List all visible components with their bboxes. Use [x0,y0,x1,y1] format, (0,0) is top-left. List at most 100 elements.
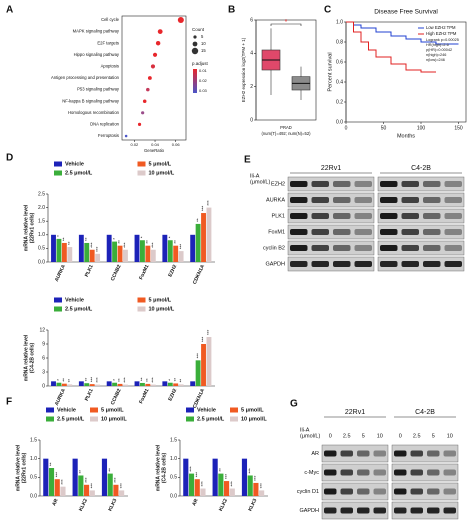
significance: *** [195,353,200,359]
blot-band [324,488,337,495]
dot [155,40,161,46]
significance: * [167,236,172,238]
protein-label: AR [311,451,319,457]
significance: ** [107,468,112,472]
y-tick-label: 6 [250,17,253,23]
x-tick-label: 0.04 [151,142,160,147]
bar [56,238,62,262]
panel-label: G [290,399,298,410]
bar [150,249,156,262]
blot-band [333,261,351,267]
blot-band [401,181,419,187]
significance: *** [60,479,65,485]
blot-band [333,229,351,235]
legend-swatch [230,407,238,413]
legend-label: Vehicle [57,407,76,413]
significance: *** [259,483,264,489]
blot-band [373,469,386,476]
significance: *** [206,329,211,335]
bar [134,234,140,262]
bar [195,223,201,262]
category-label: Apoptosis [101,64,119,69]
blot-band [380,229,398,235]
dot [157,29,163,34]
y-tick-label: 0.6 [336,59,343,65]
blot-band [394,488,407,495]
significance: * [112,379,117,381]
blot-band [311,197,329,203]
y-tick-label: 0.5 [30,475,37,481]
significance: ** [78,470,83,474]
blot-band [354,213,372,219]
bar [253,482,259,496]
bar [201,213,206,262]
protein-label: GAPDH [265,261,285,267]
color-bar [193,69,197,93]
bar [107,473,113,496]
x-tick-label: FoxM1 [138,264,150,281]
blot-strip [377,240,465,256]
survival-curve [346,21,436,73]
protein-label: FoxM1 [268,229,285,235]
survival-curve [346,21,459,45]
y-tick-label: 0 [250,117,253,123]
category-label: NF-kappa B signaling pathway [62,98,120,103]
blot-band [311,229,329,235]
bar [117,383,123,386]
x-tick-label: CDKN1A [192,264,206,286]
legend-dot [191,47,199,55]
y-tick-label: 0.0 [38,259,45,265]
y-tick-label: 1.0 [170,456,177,462]
bar [224,481,230,496]
blot-band [290,245,308,251]
x-axis-label: (num(T)=492; num(N)=52) [261,131,311,136]
bar [190,381,196,386]
y-axis-label: (22Rv1 cells) [29,212,35,243]
cell-line-label: 22Rv1 [321,165,341,172]
blot-band [354,245,372,251]
blot-band [401,245,419,251]
legend-label: 15 [201,48,206,53]
significance: *** [189,466,194,472]
blot-band [427,507,440,514]
stat-label: p(HR)=0.00042 [426,48,452,52]
blot-band [443,488,456,495]
bar [113,484,119,496]
y-axis-label: mRNA relative level [23,204,29,251]
legend-label: Vehicle [197,407,216,413]
blot-strip [391,501,459,520]
bar [173,383,179,386]
legend-swatch [54,161,62,167]
bar [139,240,145,262]
bar [167,382,173,386]
legend-swatch [230,416,238,422]
bar [89,384,95,386]
bar [84,484,90,496]
category-label: Cell cycle [101,17,120,22]
y-tick-label: 0.0 [336,119,343,125]
significance: *** [150,242,155,248]
x-tick-label: KLK2 [218,498,229,513]
dose-label: 10 [377,433,383,439]
significance: *** [200,481,205,487]
y-tick-label: 0.5 [170,475,177,481]
blot-band [311,245,329,251]
y-tick-label: 0.0 [170,493,177,499]
blot-band [427,469,440,476]
dot [177,16,184,24]
blot-strip [391,482,459,501]
category-label: Homologous recombination [68,110,120,115]
legend-label: 2.5 μmol/L [57,416,85,422]
blot-band [401,213,419,219]
bar [123,384,128,386]
significance: *** [224,474,229,480]
bar [119,490,125,496]
bar [51,234,56,262]
blot-band [410,488,423,495]
color-bar-label: 0.03 [199,88,208,93]
significance: *** [123,377,128,383]
color-bar-label: 0.01 [199,68,208,73]
significance: ** [140,377,145,381]
blot-strip [287,176,375,192]
blot-band [423,213,441,219]
